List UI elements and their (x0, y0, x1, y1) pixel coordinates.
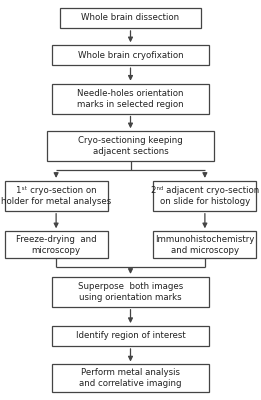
FancyBboxPatch shape (153, 231, 256, 258)
FancyBboxPatch shape (52, 84, 209, 114)
FancyBboxPatch shape (52, 45, 209, 65)
Text: Identify region of interest: Identify region of interest (76, 332, 185, 340)
FancyBboxPatch shape (52, 364, 209, 392)
FancyBboxPatch shape (4, 231, 108, 258)
Text: Immunohistochemistry
and microscopy: Immunohistochemistry and microscopy (155, 235, 254, 255)
Text: Perform metal analysis
and correlative imaging: Perform metal analysis and correlative i… (79, 368, 182, 388)
Text: 2ⁿᵈ adjacent cryo-section
on slide for histology: 2ⁿᵈ adjacent cryo-section on slide for h… (151, 186, 259, 206)
FancyBboxPatch shape (52, 326, 209, 346)
Text: 1ˢᵗ cryo-section on
holder for metal analyses: 1ˢᵗ cryo-section on holder for metal ana… (1, 186, 111, 206)
Text: Cryo-sectioning keeping
adjacent sections: Cryo-sectioning keeping adjacent section… (78, 136, 183, 156)
FancyBboxPatch shape (52, 277, 209, 307)
Text: Whole brain cryofixation: Whole brain cryofixation (78, 51, 183, 60)
FancyBboxPatch shape (4, 181, 108, 211)
Text: Freeze-drying  and
microscopy: Freeze-drying and microscopy (16, 235, 96, 255)
FancyBboxPatch shape (47, 131, 214, 161)
FancyBboxPatch shape (60, 8, 201, 28)
Text: Needle-holes orientation
marks in selected region: Needle-holes orientation marks in select… (77, 88, 184, 109)
FancyBboxPatch shape (153, 181, 256, 211)
Text: Whole brain dissection: Whole brain dissection (81, 14, 180, 22)
Text: Superpose  both images
using orientation marks: Superpose both images using orientation … (78, 282, 183, 302)
